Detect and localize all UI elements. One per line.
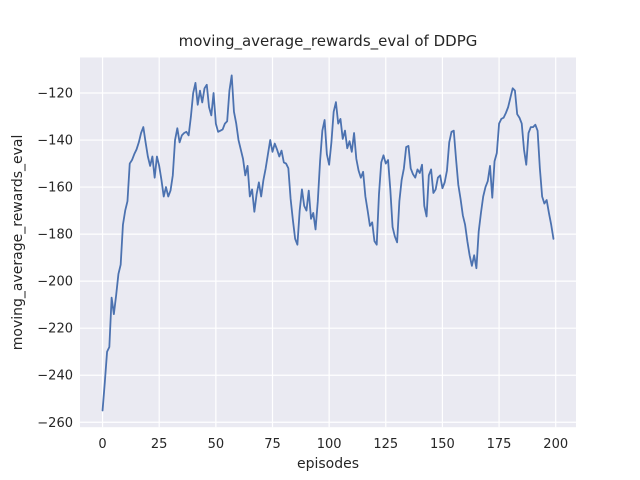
y-tick-label: −260 — [37, 416, 73, 431]
y-tick-labels: −260 −240 −220 −200 −180 −160 −140 −120 — [37, 87, 73, 431]
x-tick-label: 100 — [317, 437, 342, 452]
x-tick-label: 175 — [487, 437, 512, 452]
y-tick-label: −220 — [37, 322, 73, 337]
x-tick-label: 200 — [543, 437, 568, 452]
y-tick-label: −200 — [37, 275, 73, 290]
x-tick-label: 0 — [98, 437, 106, 452]
chart-title: moving_average_rewards_eval of DDPG — [179, 32, 478, 51]
y-tick-label: −160 — [37, 181, 73, 196]
y-tick-label: −120 — [37, 87, 73, 102]
x-tick-label: 150 — [430, 437, 455, 452]
y-tick-label: −240 — [37, 369, 73, 384]
x-axis-label: episodes — [297, 456, 359, 472]
x-tick-label: 50 — [208, 437, 225, 452]
plot-area — [80, 57, 576, 428]
x-tick-labels: 0 25 50 75 100 125 150 175 200 — [98, 437, 568, 452]
y-axis-label: moving_average_rewards_eval — [10, 135, 26, 351]
x-tick-label: 125 — [373, 437, 398, 452]
gridlines — [80, 57, 576, 428]
y-tick-label: −140 — [37, 134, 73, 149]
x-tick-label: 75 — [264, 437, 281, 452]
y-tick-label: −180 — [37, 228, 73, 243]
x-tick-label: 25 — [151, 437, 168, 452]
data-line — [101, 74, 555, 412]
